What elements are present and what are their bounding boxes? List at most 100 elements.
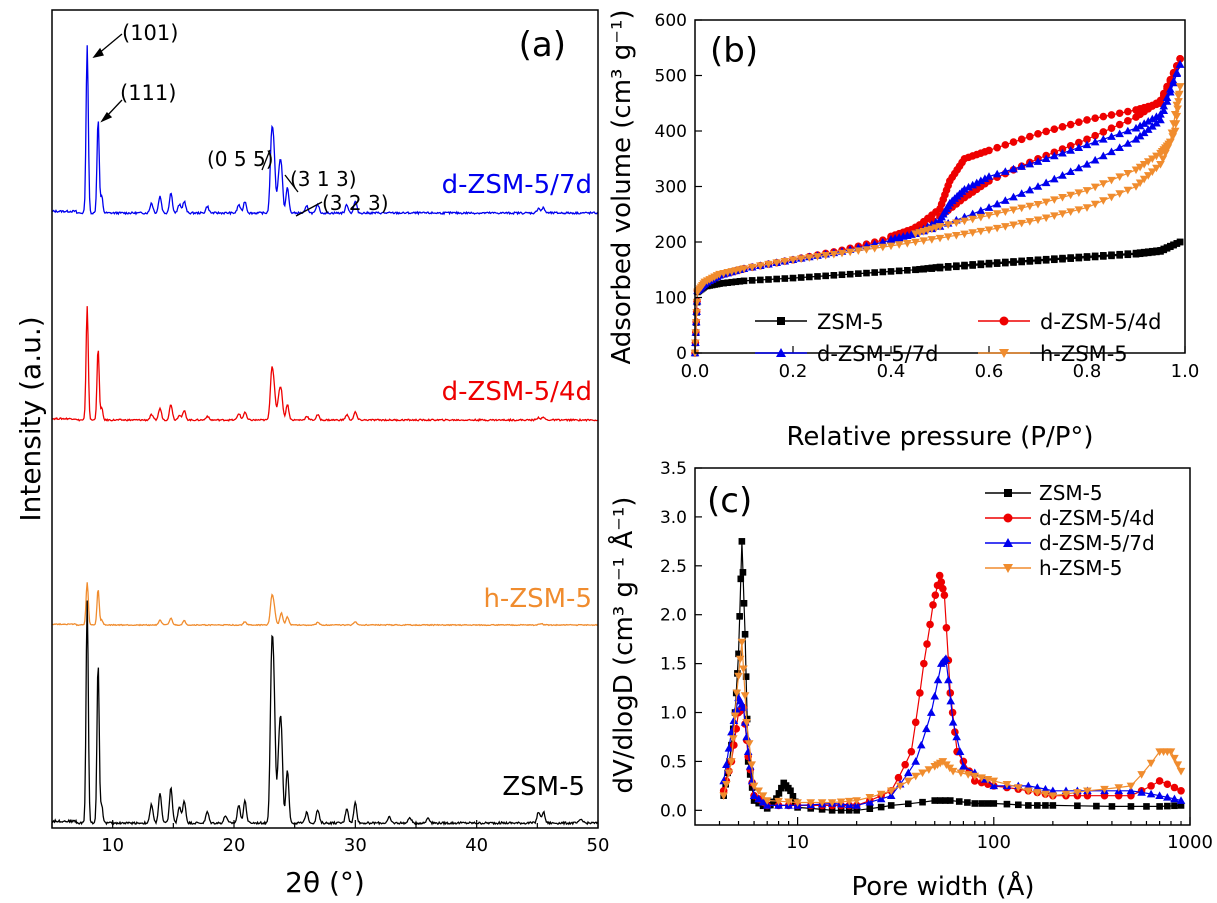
- panel-b-label: (b): [710, 31, 758, 71]
- point-d-zsm-5-7d: [1082, 160, 1092, 168]
- point-zsm-5: [936, 263, 944, 271]
- point-d-zsm-5-4d: [1017, 135, 1026, 144]
- point-h-zsm-5: [1139, 175, 1149, 184]
- point-h-zsm-5: [1001, 208, 1010, 216]
- point-d-zsm-5-7d: [1155, 791, 1164, 799]
- y-tick-label-c: 3.0: [660, 508, 687, 528]
- point-h-zsm-5: [1066, 191, 1075, 200]
- point-h-zsm-5: [970, 772, 980, 781]
- point-d-zsm-5-7d: [865, 797, 875, 806]
- point-d-zsm-5-4d: [1147, 782, 1155, 790]
- point-h-zsm-5: [749, 782, 759, 791]
- point-zsm-5: [993, 259, 1001, 266]
- point-h-zsm-5: [1168, 133, 1178, 141]
- y-tick-label-c: 2.5: [660, 557, 687, 577]
- point-d-zsm-5-7d: [952, 732, 961, 741]
- point-zsm-5: [773, 275, 780, 283]
- point-h-zsm-5: [730, 712, 740, 721]
- point-zsm-5: [736, 613, 743, 620]
- legend-label-d-zsm-5-7d: d-ZSM-5/7d: [817, 342, 938, 366]
- point-h-zsm-5: [1058, 194, 1067, 202]
- point-zsm-5: [735, 650, 742, 658]
- point-d-zsm-5-4d: [926, 620, 934, 629]
- point-d-zsm-5-4d: [1107, 124, 1116, 133]
- point-d-zsm-5-7d: [1050, 151, 1059, 160]
- point-h-zsm-5: [740, 692, 750, 700]
- point-h-zsm-5: [762, 797, 772, 805]
- y-tick-label-c: 3.5: [660, 459, 687, 479]
- point-d-zsm-5-7d: [1143, 125, 1153, 133]
- point-d-zsm-5-7d: [1148, 122, 1157, 130]
- point-d-zsm-5-4d: [1001, 141, 1010, 149]
- point-h-zsm-5: [1090, 200, 1100, 209]
- point-h-zsm-5: [1083, 787, 1092, 796]
- point-zsm-5: [716, 280, 723, 287]
- panel-c-frame: [694, 467, 1191, 826]
- point-h-zsm-5: [952, 219, 961, 228]
- x-tick-label-b: 0.2: [779, 361, 808, 382]
- point-h-zsm-5: [992, 224, 1002, 233]
- legend-label-c-d-zsm-5-4d: d-ZSM-5/4d: [1039, 506, 1155, 530]
- point-zsm-5: [1143, 803, 1150, 810]
- point-h-zsm-5: [1033, 789, 1042, 797]
- point-d-zsm-5-4d: [1091, 114, 1099, 123]
- point-h-zsm-5: [796, 255, 806, 263]
- point-d-zsm-5-7d: [722, 760, 731, 768]
- point-d-zsm-5-7d: [904, 768, 913, 777]
- point-d-zsm-5-4d: [1066, 120, 1075, 129]
- point-zsm-5: [1034, 256, 1042, 264]
- point-d-zsm-5-7d: [758, 797, 768, 806]
- point-d-zsm-5-4d: [970, 777, 979, 785]
- point-h-zsm-5: [1058, 210, 1067, 218]
- legend-marker-d-zsm-5-4d: [999, 316, 1009, 326]
- point-h-zsm-5: [1172, 101, 1182, 110]
- point-h-zsm-5: [865, 793, 875, 802]
- point-d-zsm-5-7d: [948, 718, 958, 726]
- point-zsm-5: [740, 277, 748, 285]
- point-h-zsm-5: [742, 719, 751, 727]
- point-d-zsm-5-7d: [1074, 143, 1084, 151]
- point-h-zsm-5: [1025, 218, 1035, 226]
- point-d-zsm-5-7d: [946, 696, 956, 705]
- point-zsm-5: [748, 784, 756, 791]
- point-d-zsm-5-4d: [993, 143, 1001, 152]
- point-zsm-5: [778, 784, 785, 792]
- y-tick-label-c: 1.0: [660, 704, 687, 724]
- point-d-zsm-5-7d: [930, 691, 940, 700]
- point-h-zsm-5: [911, 772, 921, 781]
- point-d-zsm-5-7d: [876, 794, 886, 803]
- point-d-zsm-5-7d: [1107, 147, 1116, 156]
- point-zsm-5: [1067, 254, 1074, 261]
- point-d-zsm-5-7d: [1135, 121, 1145, 130]
- point-zsm-5: [797, 274, 805, 281]
- x-tick-label-b: 0.4: [877, 361, 906, 382]
- panel-a-ylabel: Intensity (a.u.): [14, 316, 47, 521]
- point-d-zsm-5-7d: [1156, 110, 1165, 118]
- point-h-zsm-5: [1137, 771, 1146, 779]
- point-zsm-5: [1025, 802, 1032, 809]
- point-h-zsm-5: [1073, 789, 1082, 797]
- point-h-zsm-5: [772, 259, 781, 268]
- point-zsm-5: [845, 807, 853, 814]
- point-h-zsm-5: [724, 769, 734, 778]
- panel-a-frame: [51, 9, 599, 829]
- point-h-zsm-5: [1033, 200, 1043, 209]
- x-tick-label-c: 1000: [1167, 832, 1213, 853]
- point-zsm-5: [755, 799, 762, 807]
- point-d-zsm-5-7d: [1137, 788, 1146, 796]
- point-d-zsm-5-7d: [1123, 126, 1133, 135]
- point-h-zsm-5: [976, 227, 986, 236]
- y-tick-label-c: 2.0: [660, 606, 687, 626]
- point-d-zsm-5-7d: [1017, 162, 1026, 170]
- point-h-zsm-5: [927, 236, 937, 244]
- x-tick-label-b: 0.8: [1073, 361, 1102, 382]
- point-h-zsm-5: [837, 249, 847, 258]
- point-d-zsm-5-7d: [989, 781, 999, 790]
- panel-c-legend: ZSM-5d-ZSM-5/4dd-ZSM-5/7dh-ZSM-5: [985, 481, 1155, 580]
- point-d-zsm-5-4d: [1115, 109, 1124, 118]
- point-h-zsm-5: [911, 238, 920, 247]
- point-zsm-5: [1042, 802, 1049, 809]
- point-d-zsm-5-7d: [724, 744, 734, 752]
- point-zsm-5: [964, 799, 971, 806]
- point-zsm-5: [1157, 247, 1164, 254]
